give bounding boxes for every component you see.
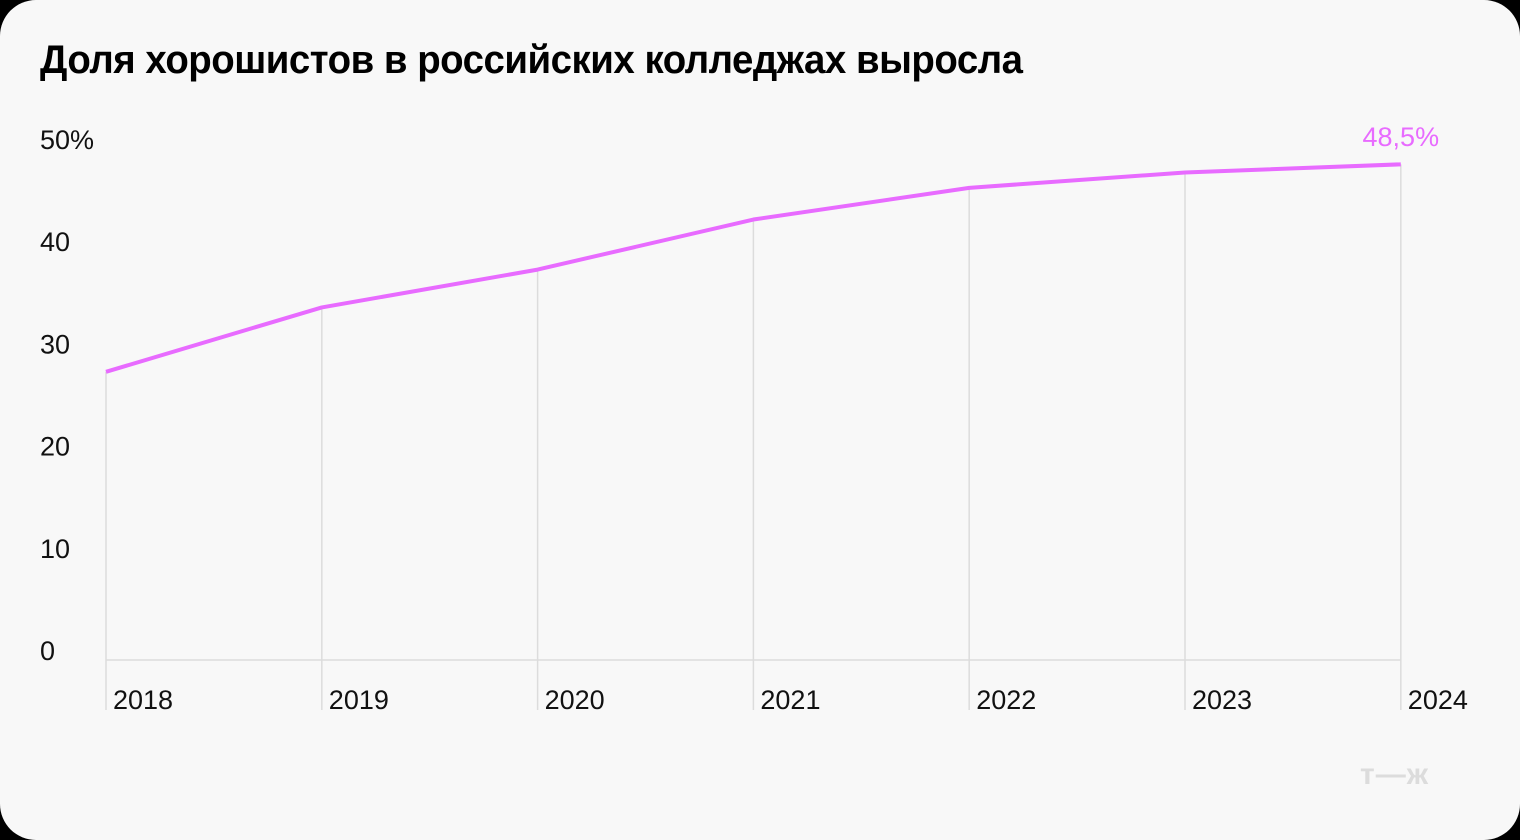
x-tick-2018: 2018	[113, 685, 173, 715]
x-tick-2020: 2020	[545, 685, 605, 715]
x-tick-2024: 2024	[1408, 685, 1468, 715]
tj-logo: т—ж	[1360, 758, 1429, 791]
x-tick-2021: 2021	[760, 685, 820, 715]
y-tick-50: 50%	[40, 125, 94, 155]
y-tick-30: 30	[40, 329, 70, 359]
y-tick-20: 20	[40, 432, 70, 462]
last-value-label: 48,5%	[1363, 122, 1440, 152]
gridlines	[105, 164, 1402, 710]
y-axis-ticks: 0 10 20 30 40 50%	[40, 125, 94, 666]
x-tick-2023: 2023	[1192, 685, 1252, 715]
y-tick-0: 0	[40, 636, 55, 666]
chart-title: Доля хорошистов в российских колледжах в…	[40, 38, 1023, 82]
y-tick-40: 40	[40, 227, 70, 257]
x-tick-2022: 2022	[976, 685, 1036, 715]
y-tick-10: 10	[40, 534, 70, 564]
x-tick-2019: 2019	[329, 685, 389, 715]
series-line	[105, 162, 1401, 374]
x-axis-ticks: 2018 2019 2020 2021 2022 2023 2024	[113, 685, 1468, 715]
